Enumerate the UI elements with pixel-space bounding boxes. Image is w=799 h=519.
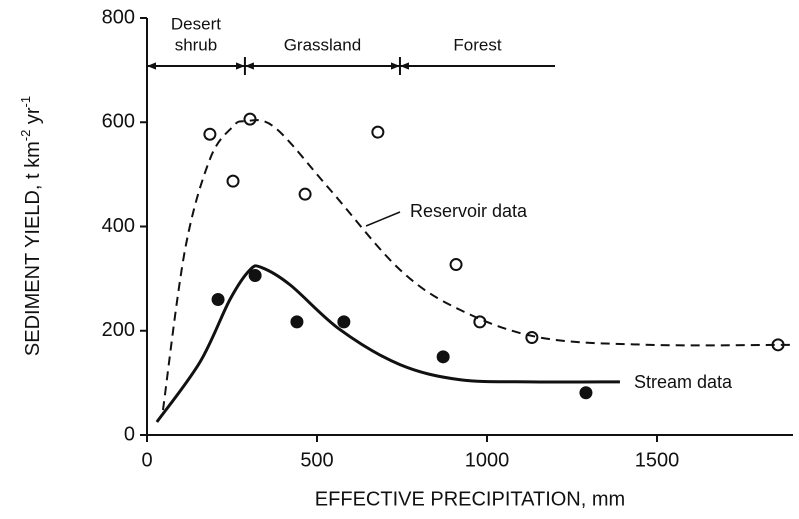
data-point xyxy=(243,112,257,126)
solid-curve xyxy=(155,264,620,423)
data-point xyxy=(290,315,304,329)
data-point xyxy=(298,187,312,201)
label-part: yr xyxy=(22,107,44,130)
x-axis-title: EFFECTIVE PRECIPITATION, mm xyxy=(315,488,625,510)
series-label: Stream data xyxy=(634,372,733,392)
data-point xyxy=(579,386,593,400)
data-point xyxy=(203,127,217,141)
series-label: Reservoir data xyxy=(410,201,528,221)
x-tick-label: 1500 xyxy=(635,449,680,471)
leader-line xyxy=(365,211,401,227)
superscript: -1 xyxy=(18,96,33,108)
y-tick-label: 400 xyxy=(102,215,135,237)
data-point xyxy=(226,174,240,188)
zone-label: Grassland xyxy=(284,35,361,54)
y-tick-label: 800 xyxy=(102,6,135,28)
zone-label: Forest xyxy=(453,35,501,54)
y-tick-label: 200 xyxy=(102,319,135,341)
x-tick-label: 1000 xyxy=(465,449,510,471)
data-point xyxy=(436,350,450,364)
data-point xyxy=(337,315,351,329)
dashed-curve xyxy=(161,119,794,411)
x-tick-label: 500 xyxy=(300,449,333,471)
data-point xyxy=(248,268,262,282)
data-point xyxy=(525,331,539,345)
x-tick-label: 0 xyxy=(141,449,152,471)
label-part: SEDIMENT YIELD, t km xyxy=(22,141,44,356)
zone-label: Desert xyxy=(171,14,221,33)
y-tick-label: 600 xyxy=(102,111,135,133)
data-point xyxy=(371,125,385,139)
superscript: -2 xyxy=(18,130,33,142)
data-point xyxy=(211,292,225,306)
data-point xyxy=(449,258,463,272)
y-axis-title: SEDIMENT YIELD, t km-2 yr-1 xyxy=(18,96,44,356)
zone-label: shrub xyxy=(175,35,218,54)
y-tick-label: 0 xyxy=(124,423,135,445)
